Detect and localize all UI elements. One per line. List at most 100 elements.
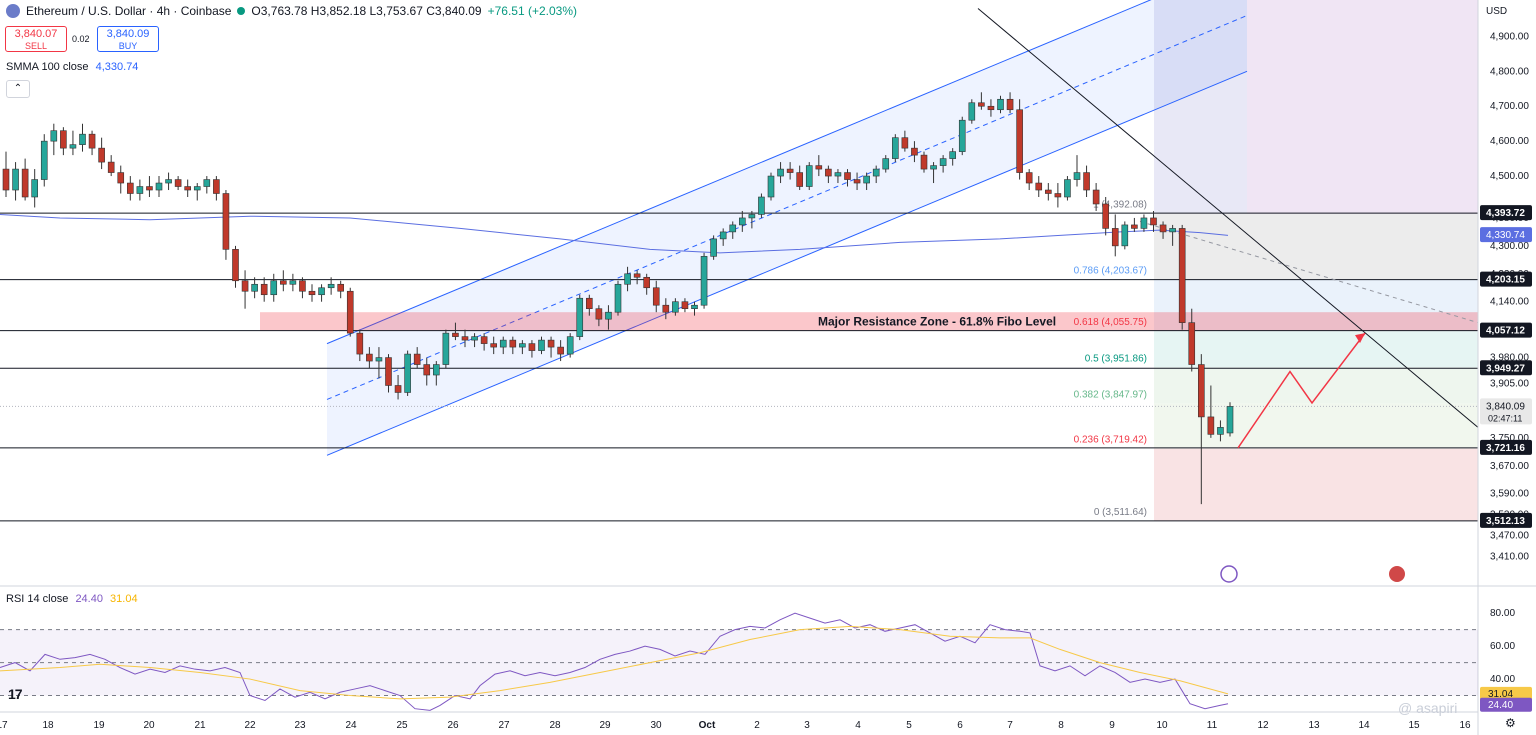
candle	[174, 176, 182, 191]
candle-body	[892, 137, 899, 159]
y-tick-label: 4,600.00	[1490, 136, 1529, 147]
candle-body	[643, 276, 650, 289]
candle-body	[1140, 217, 1148, 229]
candle-body	[146, 186, 153, 191]
candle	[356, 329, 364, 362]
candle-body	[1025, 172, 1033, 184]
x-tick-label: 12	[1257, 720, 1269, 731]
candle	[920, 151, 928, 173]
flag-icon	[1389, 566, 1405, 582]
x-tick-label: 5	[906, 720, 912, 731]
candle-body	[1035, 182, 1043, 191]
candle-body	[155, 182, 163, 191]
candle-body	[997, 98, 1004, 111]
candle-body	[69, 144, 77, 149]
candle	[911, 141, 918, 163]
candle	[547, 336, 555, 358]
buy-button[interactable]: 3,840.09 BUY	[97, 26, 159, 52]
smma-line	[0, 213, 1229, 254]
candle	[901, 130, 909, 152]
candle	[930, 162, 937, 184]
fib-label: 1 (4,392.08)	[1093, 200, 1147, 211]
candle-body	[519, 343, 526, 348]
last-price-tag	[1480, 398, 1532, 425]
candle	[2, 151, 10, 197]
spread-value: 0.02	[72, 34, 90, 44]
candle	[232, 245, 239, 288]
candle	[12, 162, 19, 201]
level-tag-label: 3,512.13	[1486, 516, 1525, 527]
rsi-legend[interactable]: RSI 14 close 24.40 31.04	[6, 593, 138, 605]
smma-legend[interactable]: SMMA 100 close 4,330.74	[6, 61, 138, 73]
x-tick-label: 21	[194, 720, 206, 731]
candle	[241, 270, 249, 309]
candle-body	[882, 158, 890, 170]
candle	[1092, 183, 1100, 211]
candle	[892, 134, 899, 163]
rsi-tag	[1480, 697, 1532, 712]
candle	[729, 221, 737, 239]
candle	[958, 116, 966, 156]
candle	[614, 280, 622, 316]
candle	[1150, 210, 1157, 232]
symbol-title[interactable]: Ethereum / U.S. Dollar · 4h · Coinbase	[26, 4, 232, 18]
candle	[203, 176, 211, 194]
candle-body	[98, 147, 105, 163]
tradingview-logo[interactable]: 17	[8, 686, 23, 702]
candle-body	[127, 182, 134, 194]
candle-body	[1178, 228, 1186, 323]
sell-button[interactable]: 3,840.07 SELL	[5, 26, 67, 52]
price-change: +76.51 (+2.03%)	[487, 4, 578, 18]
candle	[413, 347, 421, 369]
candle-body	[193, 186, 201, 191]
candle	[758, 193, 765, 218]
trendline	[977, 8, 1479, 428]
candle-body	[834, 172, 842, 177]
candle-body	[251, 283, 258, 292]
candle	[815, 155, 823, 177]
candle	[461, 329, 469, 348]
candle-body	[758, 196, 765, 215]
collapse-legend-button[interactable]: ⌃	[6, 80, 30, 98]
x-tick-label: 13	[1308, 720, 1320, 731]
candle-body	[863, 175, 870, 184]
candle	[452, 322, 459, 341]
ethereum-icon	[6, 4, 20, 18]
candle	[595, 305, 603, 327]
candle	[739, 210, 746, 232]
candle	[69, 130, 77, 156]
candle	[652, 280, 660, 313]
currency-selector[interactable]: USD	[1486, 6, 1508, 17]
candle	[576, 294, 584, 341]
candle-body	[40, 140, 48, 180]
candle	[442, 329, 450, 369]
gear-icon[interactable]: ⚙	[1505, 716, 1516, 730]
candle-body	[547, 339, 555, 348]
candle-body	[805, 165, 813, 187]
buy-price: 3,840.09	[106, 28, 150, 40]
level-tag	[1480, 512, 1532, 528]
smma-label: SMMA 100 close	[6, 61, 89, 73]
candle	[519, 340, 526, 355]
candle-body	[624, 273, 631, 285]
candle-body	[767, 175, 775, 198]
x-tick-label: 29	[599, 720, 611, 731]
candle	[490, 336, 497, 355]
candle-body	[815, 165, 823, 170]
sell-label: SELL	[24, 41, 48, 51]
x-tick-label: 14	[1358, 720, 1370, 731]
trendline-extension	[1139, 220, 1479, 324]
rsi-line	[0, 612, 1229, 711]
candle	[633, 270, 641, 285]
candle	[1025, 169, 1033, 191]
candle-body	[461, 336, 469, 341]
level-tag-label: 4,057.12	[1486, 326, 1525, 337]
candle	[385, 354, 392, 393]
candle-body	[107, 161, 115, 173]
candle-body	[719, 231, 727, 240]
level-tag	[1480, 360, 1532, 376]
candle	[853, 172, 861, 191]
fib-label: 0 (3,511.64)	[1094, 507, 1147, 518]
candle-body	[404, 353, 411, 393]
